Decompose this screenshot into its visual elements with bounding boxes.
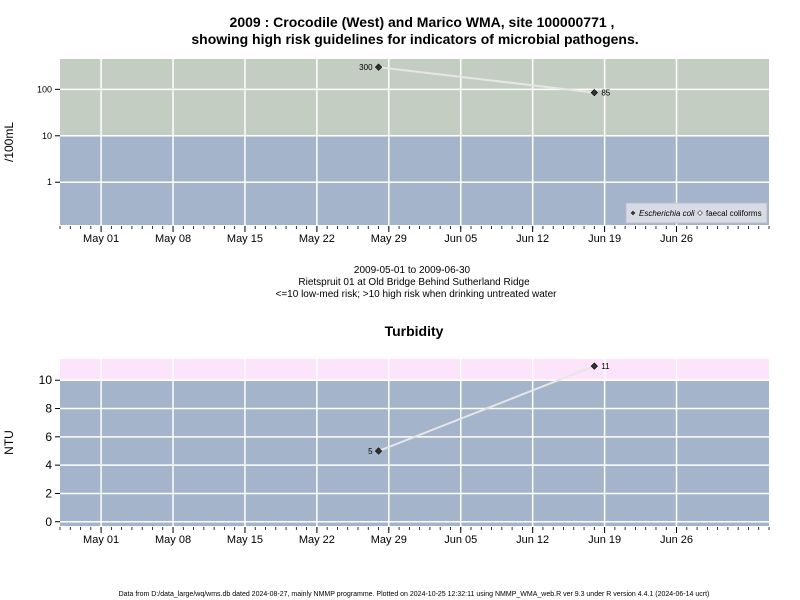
turbidity-chart-panel: 0 2 4 6 8 10 May 01 May 08 May 15 May 22 May 29 Jun… (2, 359, 770, 546)
y-tick-label: 4 (45, 458, 52, 472)
x-tick-label: Jun 05 (444, 534, 477, 546)
series-line (378, 66, 595, 94)
y-axis-label: /100mL (2, 122, 16, 162)
legend-faecal-symbol (697, 210, 703, 216)
caption-date-range: 2009-05-01 to 2009-06-30 (354, 265, 471, 276)
x-tick-label: Jun 26 (660, 534, 693, 546)
ecoli-chart-panel: 1 10 100 May 01 May 08 May 15 May 22 May 29 Jun … (2, 59, 770, 245)
y-tick-label: 1 (47, 177, 52, 187)
series-line (378, 365, 595, 452)
x-tick-label: May 22 (299, 233, 335, 245)
x-tick-label: Jun 26 (660, 233, 693, 245)
footer-provenance: Data from D:/data_large/wq/wms.db dated … (119, 591, 710, 598)
y-axis-label: NTU (2, 430, 16, 455)
high-risk-band (60, 359, 769, 381)
caption-site-name: Rietspruit 01 at Old Bridge Behind Suthe… (298, 277, 530, 288)
y-tick-label: 0 (45, 515, 52, 529)
x-tick-label: Jun 19 (588, 233, 621, 245)
x-tick-label: May 15 (227, 534, 263, 546)
y-tick-label: 2 (45, 486, 52, 500)
low-risk-band (60, 380, 769, 526)
data-label: 11 (601, 362, 610, 371)
x-tick-label: May 08 (155, 534, 191, 546)
data-label: 5 (368, 447, 373, 456)
y-tick-label: 10 (39, 373, 53, 387)
y-tick-label: 10 (42, 131, 52, 141)
data-label: 300 (359, 63, 373, 72)
data-point (374, 63, 383, 71)
x-tick-label: May 29 (371, 233, 407, 245)
data-point (590, 88, 598, 97)
x-tick-label: Jun 12 (516, 233, 549, 245)
data-point (374, 447, 383, 455)
main-title-line-2: showing high risk guidelines for indicat… (191, 31, 638, 47)
turbidity-title: Turbidity (385, 323, 444, 339)
x-tick-label: Jun 12 (516, 534, 549, 546)
y-tick-label: 100 (37, 84, 52, 94)
legend-entry-faecal: faecal coliforms (706, 209, 762, 218)
x-tick-label: May 15 (227, 233, 263, 245)
x-tick-label: May 01 (83, 534, 119, 546)
x-tick-label: May 01 (83, 233, 119, 245)
y-tick-label: 6 (45, 430, 52, 444)
x-tick-label: May 22 (299, 534, 335, 546)
x-tick-label: May 08 (155, 233, 191, 245)
data-label: 85 (601, 89, 610, 98)
data-point (590, 362, 598, 370)
legend-box (625, 202, 768, 224)
caption-risk-guideline: <=10 low-med risk; >10 high risk when dr… (276, 289, 558, 300)
x-tick-label: Jun 05 (444, 233, 477, 245)
main-title-line-1: 2009 : Crocodile (West) and Marico WMA, … (230, 14, 615, 30)
y-tick-label: 8 (45, 402, 52, 416)
x-tick-label: May 29 (371, 534, 407, 546)
legend-entry-ecoli: Escherichia coli (639, 209, 695, 218)
x-tick-label: Jun 19 (588, 534, 621, 546)
legend-ecoli-symbol (630, 210, 636, 216)
